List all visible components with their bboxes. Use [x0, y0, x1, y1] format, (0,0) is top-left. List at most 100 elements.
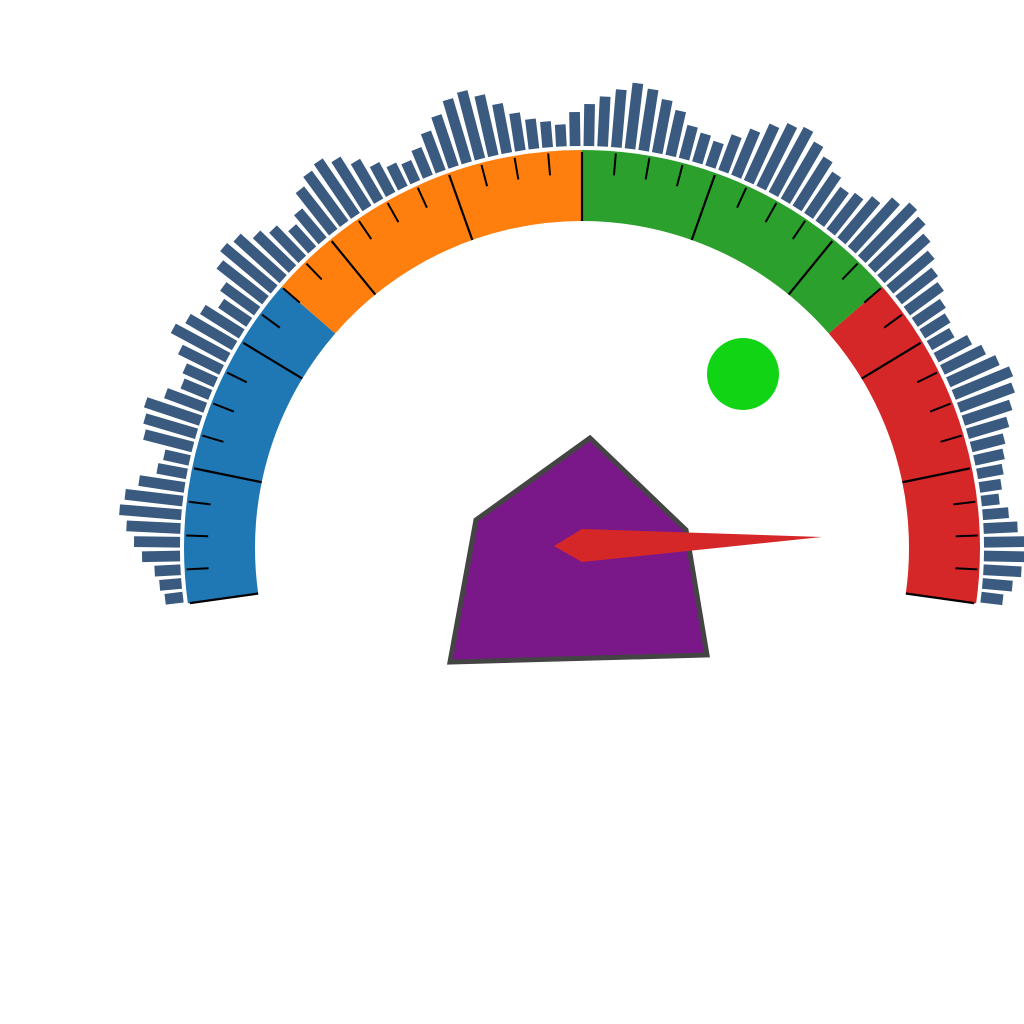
indicator-dot: [707, 338, 779, 410]
histogram-bar: [886, 250, 935, 294]
histogram-bar: [946, 355, 1000, 388]
histogram-bar: [220, 242, 278, 294]
major-tick: [330, 240, 377, 296]
histogram-bar: [269, 225, 307, 264]
histogram-bar: [252, 230, 297, 273]
histogram-bar: [919, 313, 951, 339]
minor-tick: [953, 500, 976, 506]
major-tick: [861, 341, 922, 380]
histogram-bar: [216, 260, 269, 305]
histogram-bar: [792, 156, 833, 212]
outer-histogram: [119, 82, 1024, 606]
minor-tick: [916, 371, 938, 384]
histogram-bar: [457, 90, 486, 161]
histogram-bar: [540, 121, 554, 148]
histogram-bar: [780, 141, 824, 204]
histogram-bar: [877, 233, 931, 284]
histogram-bar: [961, 399, 1013, 426]
histogram-bar: [976, 463, 1004, 480]
histogram-bar: [638, 88, 659, 152]
gauge-band-3: [828, 286, 980, 604]
histogram-bar: [980, 493, 1000, 507]
histogram-bar: [743, 123, 780, 185]
histogram-bar: [141, 550, 181, 563]
minor-tick: [644, 157, 651, 180]
histogram-bar: [678, 124, 698, 161]
histogram-bar: [665, 109, 687, 158]
histogram-bar: [154, 564, 181, 577]
histogram-bar: [940, 344, 987, 375]
histogram-bar: [474, 94, 499, 158]
histogram-bar: [692, 132, 711, 165]
histogram-bar: [978, 478, 1002, 493]
histogram-bar: [857, 202, 918, 264]
histogram-bar: [288, 224, 317, 254]
minor-tick: [188, 500, 211, 506]
histogram-bar: [124, 489, 184, 507]
histogram-bar: [331, 156, 372, 212]
histogram-bar: [386, 162, 408, 191]
histogram-bar: [170, 323, 231, 363]
histogram-bar: [981, 578, 1013, 592]
minor-tick: [282, 287, 301, 304]
histogram-bar: [177, 344, 224, 375]
minor-tick: [841, 262, 859, 281]
histogram-bar: [965, 416, 1010, 439]
histogram-bar: [756, 123, 798, 191]
major-tick: [193, 467, 262, 484]
histogram-bar: [185, 313, 238, 351]
histogram-bar: [350, 158, 384, 204]
histogram-bar: [164, 388, 208, 413]
histogram-bar: [569, 111, 581, 147]
minor-tick: [513, 157, 520, 180]
histogram-bar: [163, 449, 191, 466]
minor-tick: [358, 220, 373, 240]
histogram-bar: [951, 366, 1014, 400]
minor-tick: [929, 402, 952, 413]
histogram-bar: [554, 124, 567, 147]
histogram-bar: [895, 267, 939, 305]
histogram-bar: [982, 507, 1009, 521]
histogram-bar: [218, 298, 253, 327]
histogram-bar: [294, 208, 327, 245]
histogram-bar: [983, 550, 1024, 563]
minor-tick: [226, 371, 248, 384]
histogram-bar: [597, 96, 611, 147]
minor-tick: [186, 534, 209, 538]
minor-tick: [416, 187, 428, 209]
histogram-bar: [401, 159, 421, 185]
gauge-band-0: [184, 286, 336, 604]
histogram-bar: [126, 520, 181, 534]
histogram-bar: [815, 186, 849, 228]
histogram-bar: [651, 99, 673, 155]
histogram-bar: [159, 578, 183, 591]
minor-tick: [883, 313, 903, 329]
histogram-bar: [431, 114, 459, 169]
minor-tick: [547, 153, 552, 176]
histogram-bar: [969, 433, 1006, 453]
histogram-bar: [220, 282, 261, 316]
histogram-bar: [233, 233, 287, 284]
histogram-bar: [369, 161, 396, 198]
histogram-bar: [911, 298, 946, 327]
histogram-bar: [804, 171, 842, 219]
histogram-bar: [411, 146, 433, 179]
histogram-bar: [826, 192, 864, 236]
histogram-bar: [156, 463, 188, 480]
histogram-bar: [768, 126, 814, 198]
minor-tick: [386, 202, 400, 223]
histogram-bar: [303, 170, 349, 228]
histogram-bar: [492, 102, 513, 155]
histogram-bar: [143, 397, 203, 426]
major-tick: [905, 592, 975, 605]
histogram-bar: [731, 128, 761, 179]
minor-tick: [261, 313, 281, 329]
histogram-bar: [180, 378, 213, 400]
histogram-bar: [903, 282, 944, 316]
major-tick: [242, 341, 303, 380]
histogram-bar: [509, 112, 526, 152]
histogram-bar: [164, 591, 184, 605]
minor-tick: [305, 262, 323, 281]
histogram-bar: [525, 118, 540, 150]
histogram-bar: [973, 448, 1005, 466]
